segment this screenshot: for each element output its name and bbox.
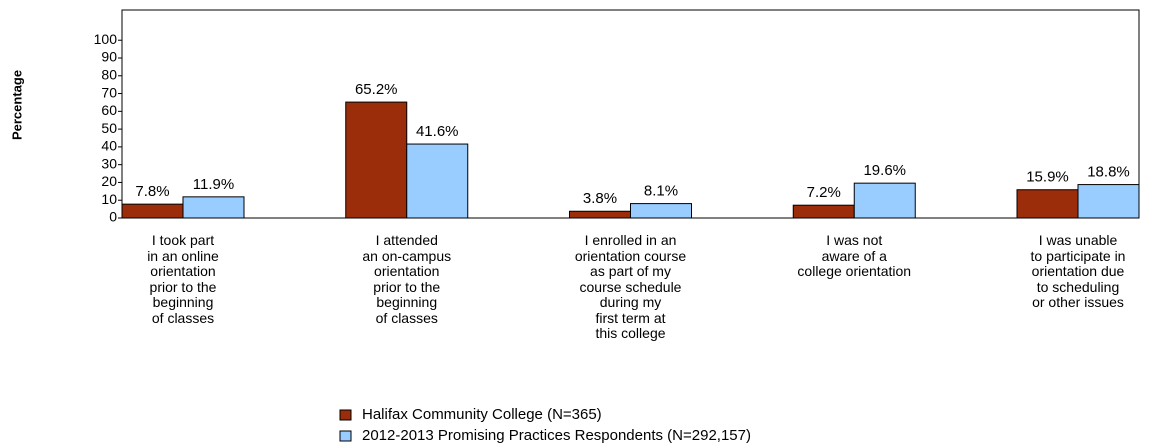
y-tick-label: 0 [109, 209, 117, 225]
x-tick-label: I was unable to participate in orientati… [1030, 232, 1126, 310]
value-label: 8.1% [644, 183, 678, 200]
value-label: 15.9% [1026, 169, 1069, 186]
y-tick-label: 10 [101, 191, 117, 207]
bar [1077, 184, 1140, 219]
x-tick-label: I attended an on-campus orientation prio… [362, 232, 452, 326]
legend-swatch [339, 409, 352, 421]
bar [345, 101, 408, 219]
y-tick-label: 60 [101, 102, 117, 118]
legend-label: 2012-2013 Promising Practices Respondent… [362, 427, 751, 444]
bar [121, 203, 184, 219]
x-tick-label: I took part in an online orientation pri… [147, 232, 219, 326]
legend-label: Halifax Community College (N=365) [362, 406, 602, 423]
bar [182, 196, 245, 219]
value-label: 7.8% [135, 183, 169, 200]
y-tick-label: 40 [101, 138, 117, 154]
bar [853, 182, 916, 219]
value-label: 18.8% [1087, 164, 1130, 181]
value-label: 19.6% [863, 162, 906, 179]
y-tick-label: 80 [101, 66, 117, 82]
y-tick-label: 90 [101, 49, 117, 65]
bar [1016, 189, 1079, 219]
value-label: 41.6% [416, 123, 459, 140]
bar [630, 203, 692, 219]
bar [569, 210, 631, 219]
legend-swatch [339, 430, 352, 442]
y-axis-label: Percentage [9, 70, 24, 140]
y-tick-label: 20 [101, 173, 117, 189]
bar [406, 143, 469, 219]
y-tick-label: 30 [101, 155, 117, 171]
value-label: 3.8% [583, 190, 617, 207]
x-tick-label: I enrolled in an orientation course as p… [574, 232, 687, 341]
y-tick-label: 100 [94, 31, 118, 47]
y-tick-label: 70 [101, 84, 117, 100]
plot-frame [121, 9, 1140, 219]
value-label: 7.2% [807, 184, 841, 201]
value-label: 11.9% [193, 176, 234, 193]
value-label: 65.2% [355, 81, 398, 98]
bar [792, 204, 855, 219]
y-tick-label: 50 [101, 120, 117, 136]
x-tick-label: I was not aware of a college orientation [797, 232, 912, 279]
